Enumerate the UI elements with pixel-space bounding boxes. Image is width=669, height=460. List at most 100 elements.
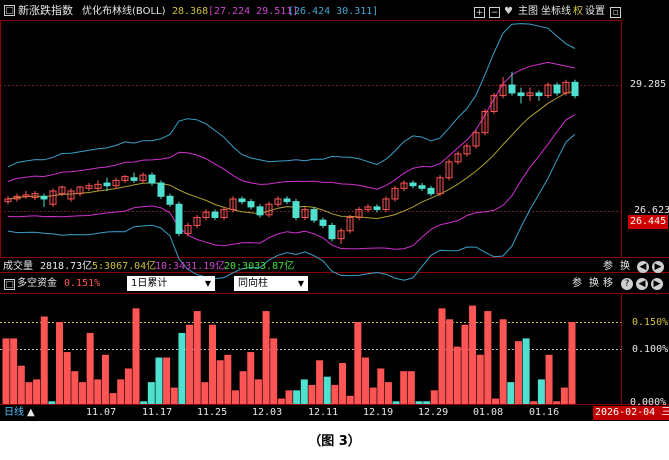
candle-body (31, 193, 39, 199)
candle-body (220, 209, 228, 219)
candle-body (193, 217, 201, 226)
next-indicator-button[interactable]: ▶ (652, 261, 664, 273)
fund-bar (124, 368, 132, 404)
fund-bar (354, 322, 362, 404)
fund-panel-title[interactable]: 多空资金 (17, 278, 57, 289)
candle-body (130, 177, 138, 181)
fund-bar (109, 393, 117, 404)
candle-body (301, 209, 309, 219)
dropdown-arrow-icon: ▼ (204, 279, 211, 288)
rights-button[interactable]: 权 (573, 6, 583, 17)
mode-select[interactable]: 同向柱 ▼ (234, 276, 308, 291)
restore-button[interactable]: ▫ (610, 7, 621, 18)
fund-move-button[interactable]: 移 (603, 278, 613, 289)
candle-body (40, 195, 48, 200)
fund-bar (499, 319, 507, 404)
zoom-in-button[interactable]: + (474, 7, 485, 18)
fund-bar (293, 390, 301, 404)
volume-param-button[interactable]: 参 (603, 261, 613, 272)
date-tick-label: 11.25 (197, 407, 228, 418)
fund-bar (48, 401, 56, 404)
fund-bar (201, 382, 209, 404)
fund-bar (423, 401, 431, 404)
fund-bar (308, 384, 316, 404)
candle-body (157, 182, 165, 197)
collapse-box-icon[interactable]: □ (4, 5, 15, 16)
fund-bar (285, 390, 293, 404)
fund-bar (553, 401, 561, 404)
main-chart-button[interactable]: 主图 (518, 6, 538, 17)
date-tick-label: 12.29 (418, 407, 449, 418)
fund-bar (216, 360, 224, 404)
indicator-label[interactable]: 优化布林线(BOLL) (82, 6, 166, 17)
date-tick-label: 12.11 (308, 407, 339, 418)
fund-bar (17, 365, 25, 404)
candle-body (454, 153, 462, 163)
date-tick-label: 11.17 (142, 407, 173, 418)
volume-label[interactable]: 成交量 (3, 261, 33, 272)
fund-bar (254, 379, 262, 404)
candle-body (319, 219, 327, 226)
fund-bar (224, 354, 232, 404)
fund-bar (530, 401, 538, 404)
fund-bar (484, 311, 492, 404)
candle-body (346, 217, 354, 232)
volume-ma10: 10:3431.19亿 (155, 261, 226, 272)
coordinate-line-button[interactable]: 坐标线 (541, 6, 571, 17)
fund-bar (300, 379, 308, 404)
candle-body (49, 190, 57, 205)
fund-bar (163, 357, 171, 404)
fund-param-button[interactable]: 参 (572, 278, 582, 289)
fund-bar (86, 332, 94, 404)
candle-body (355, 209, 363, 219)
fund-axis-mid: 0.100% (632, 344, 669, 355)
next-fund-button[interactable]: ▶ (651, 278, 663, 290)
mode-select-value: 同向柱 (238, 278, 268, 289)
candle-body (544, 84, 552, 97)
fund-collapse-box-icon[interactable]: □ (4, 279, 15, 290)
fund-bar (63, 352, 71, 404)
candle-body (400, 182, 408, 189)
fund-bar (239, 371, 247, 404)
fund-bar (331, 384, 339, 404)
settings-button[interactable]: 设置 (585, 6, 605, 17)
price-panel-frame (0, 20, 622, 258)
index-name[interactable]: 新涨跌指数 (18, 4, 73, 17)
fund-bar (186, 324, 194, 404)
fund-bar (101, 354, 109, 404)
fund-bar (132, 308, 140, 404)
candle-body (526, 92, 534, 97)
candle-body (175, 203, 183, 234)
fund-bar (323, 376, 331, 404)
prev-indicator-button[interactable]: ◀ (637, 261, 649, 273)
fund-switch-button[interactable]: 换 (589, 278, 599, 289)
fund-bar (415, 401, 423, 404)
dropdown-arrow-icon: ▼ (297, 279, 304, 288)
candle-body (13, 195, 21, 200)
current-date: 2026-02-04 三 (593, 406, 669, 420)
period-label[interactable]: 日线 (4, 407, 24, 418)
fund-bar (514, 341, 522, 404)
candle-body (364, 206, 372, 211)
volume-switch-button[interactable]: 换 (620, 261, 630, 272)
fund-bar (25, 382, 33, 404)
fund-bar (140, 401, 148, 404)
candle-body (562, 81, 570, 94)
candle-body (112, 179, 120, 187)
fund-bar (178, 332, 186, 404)
fund-bar (461, 324, 469, 404)
favorite-heart-icon[interactable]: ♥ (504, 6, 513, 17)
fund-bar (78, 382, 86, 404)
period-toggle-icon[interactable]: ▲ (27, 407, 35, 418)
period-select[interactable]: 1日累计 ▼ (127, 276, 215, 291)
prev-fund-button[interactable]: ◀ (636, 278, 648, 290)
candle-body (103, 182, 111, 187)
zoom-out-button[interactable]: − (489, 7, 500, 18)
help-icon[interactable]: ? (621, 278, 633, 290)
boll-range-value: [26.424 30.311] (288, 6, 379, 17)
candle-body (67, 190, 75, 200)
fund-bar (453, 346, 461, 404)
price-label-top: 29.285 (630, 79, 667, 90)
fund-bar (522, 338, 530, 404)
fund-bar (231, 390, 239, 404)
